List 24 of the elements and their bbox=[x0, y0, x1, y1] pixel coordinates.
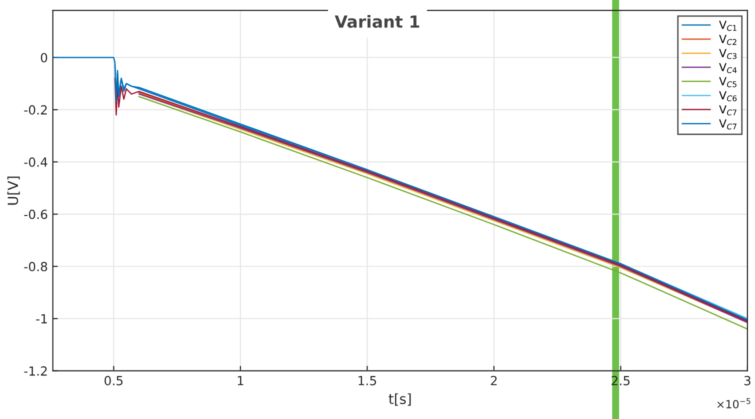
y-tick-label: -0.4 bbox=[24, 157, 48, 167]
y-axis-title: U[V] bbox=[7, 176, 20, 205]
y-tick-label: -0.8 bbox=[24, 262, 48, 272]
legend-label: V$_{C7}$ bbox=[719, 105, 736, 116]
y-tick-label: -1 bbox=[36, 314, 47, 324]
x-tick-label: 3 bbox=[744, 376, 750, 386]
legend-label: V$_{C1}$ bbox=[719, 20, 736, 31]
y-tick-label: -0.6 bbox=[24, 210, 48, 220]
legend-label: V$_{C4}$ bbox=[719, 63, 737, 74]
legend-label: V$_{C3}$ bbox=[719, 48, 736, 60]
x-tick-label: 1 bbox=[238, 376, 244, 386]
chart-title: Variant 1 bbox=[334, 14, 420, 28]
y-tick-label: 0 bbox=[40, 52, 48, 62]
legend-label: V$_{C7}$ bbox=[719, 119, 736, 130]
x-tick-label: 2 bbox=[490, 376, 497, 386]
y-tick-label: -0.2 bbox=[24, 105, 47, 115]
x-tick-label: 1.5 bbox=[358, 376, 376, 386]
text: ×10$^{−5}$ bbox=[717, 398, 750, 408]
x-axis-title: t[s] bbox=[388, 393, 411, 406]
legend-label: V$_{C5}$ bbox=[719, 77, 736, 88]
legend-label: V$_{C6}$ bbox=[719, 91, 737, 102]
legend-label: V$_{C2}$ bbox=[719, 34, 736, 45]
x-tick-label: 0.5 bbox=[104, 376, 123, 386]
y-tick-label: -1.2 bbox=[24, 366, 47, 376]
